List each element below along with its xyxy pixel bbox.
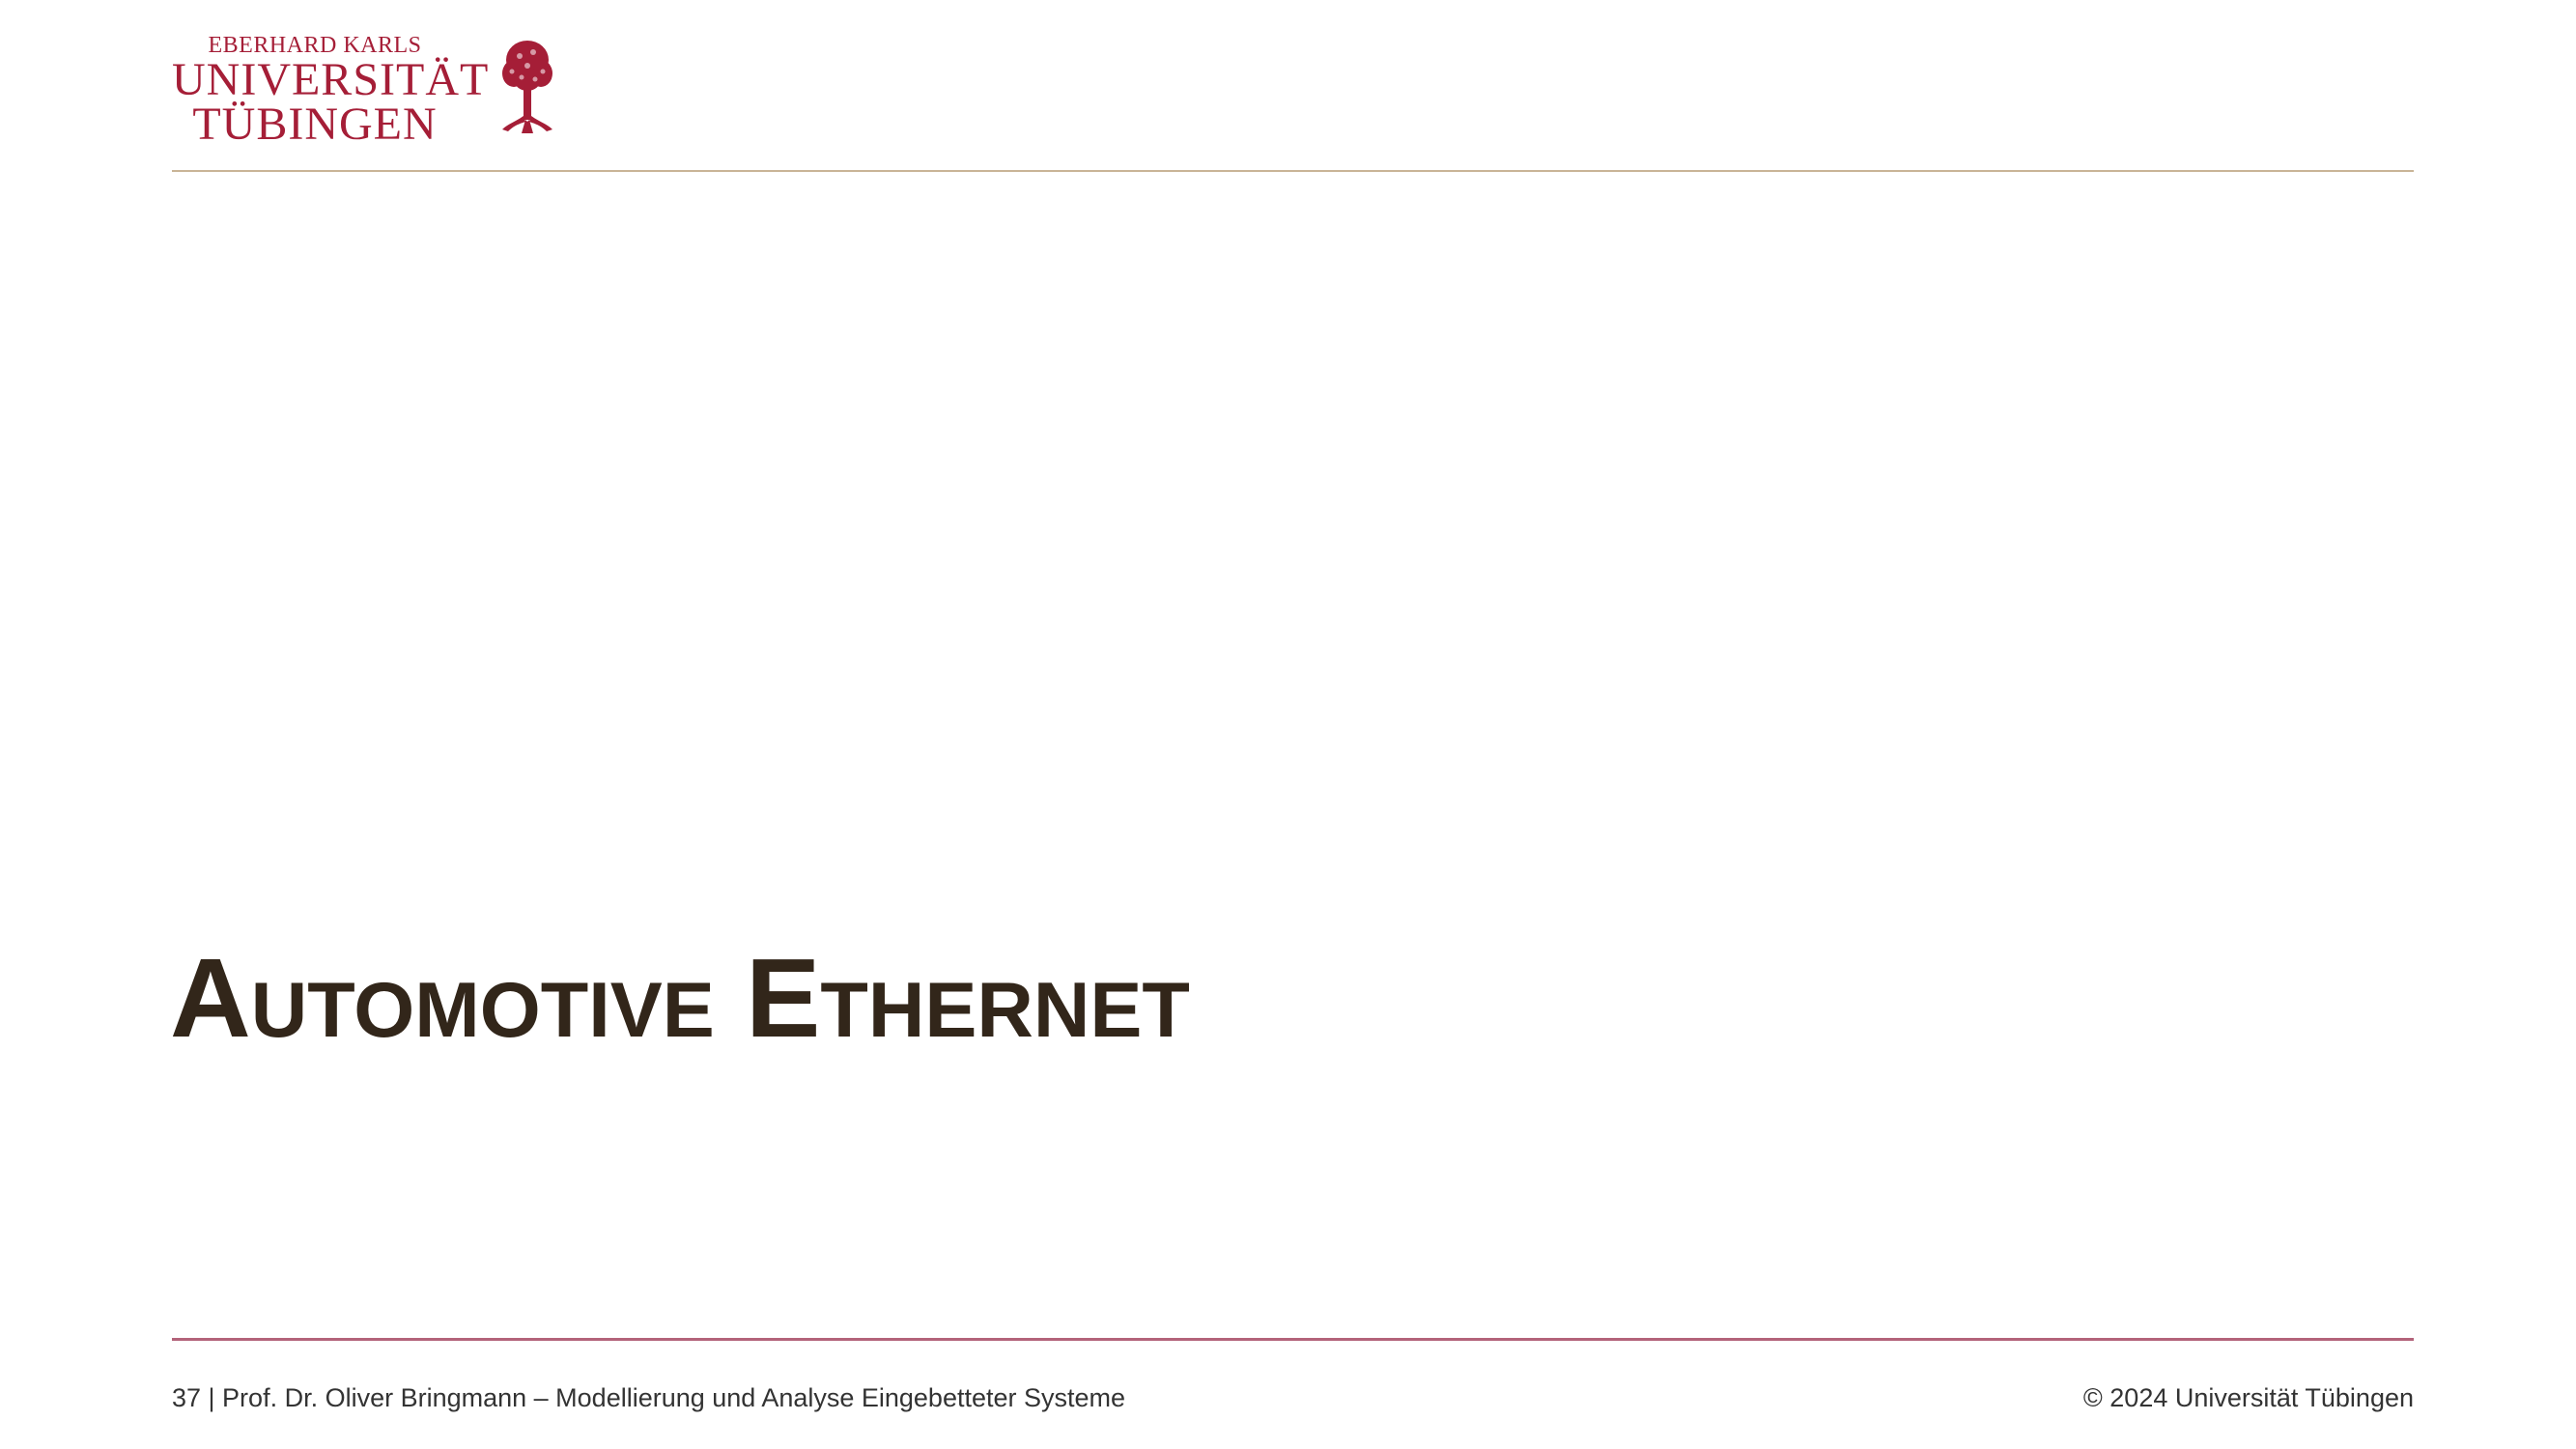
logo-line-eberhard-karls: EBERHARD KARLS bbox=[208, 33, 422, 58]
header-divider bbox=[172, 170, 2414, 172]
footer-divider bbox=[172, 1338, 2414, 1341]
slide-title: Automotive Ethernet bbox=[170, 935, 1190, 1061]
footer-slide-info: 37 | Prof. Dr. Oliver Bringmann – Modell… bbox=[172, 1383, 1126, 1412]
footer-copyright: © 2024 Universität Tübingen bbox=[2082, 1383, 2414, 1412]
logo-text: EBERHARD KARLS UNIVERSITÄT TÜBINGEN bbox=[172, 33, 490, 150]
tree-icon bbox=[502, 41, 552, 133]
logo-line-universitat: UNIVERSITÄT bbox=[172, 54, 490, 105]
logo-line-tubingen: TÜBINGEN bbox=[192, 99, 438, 150]
